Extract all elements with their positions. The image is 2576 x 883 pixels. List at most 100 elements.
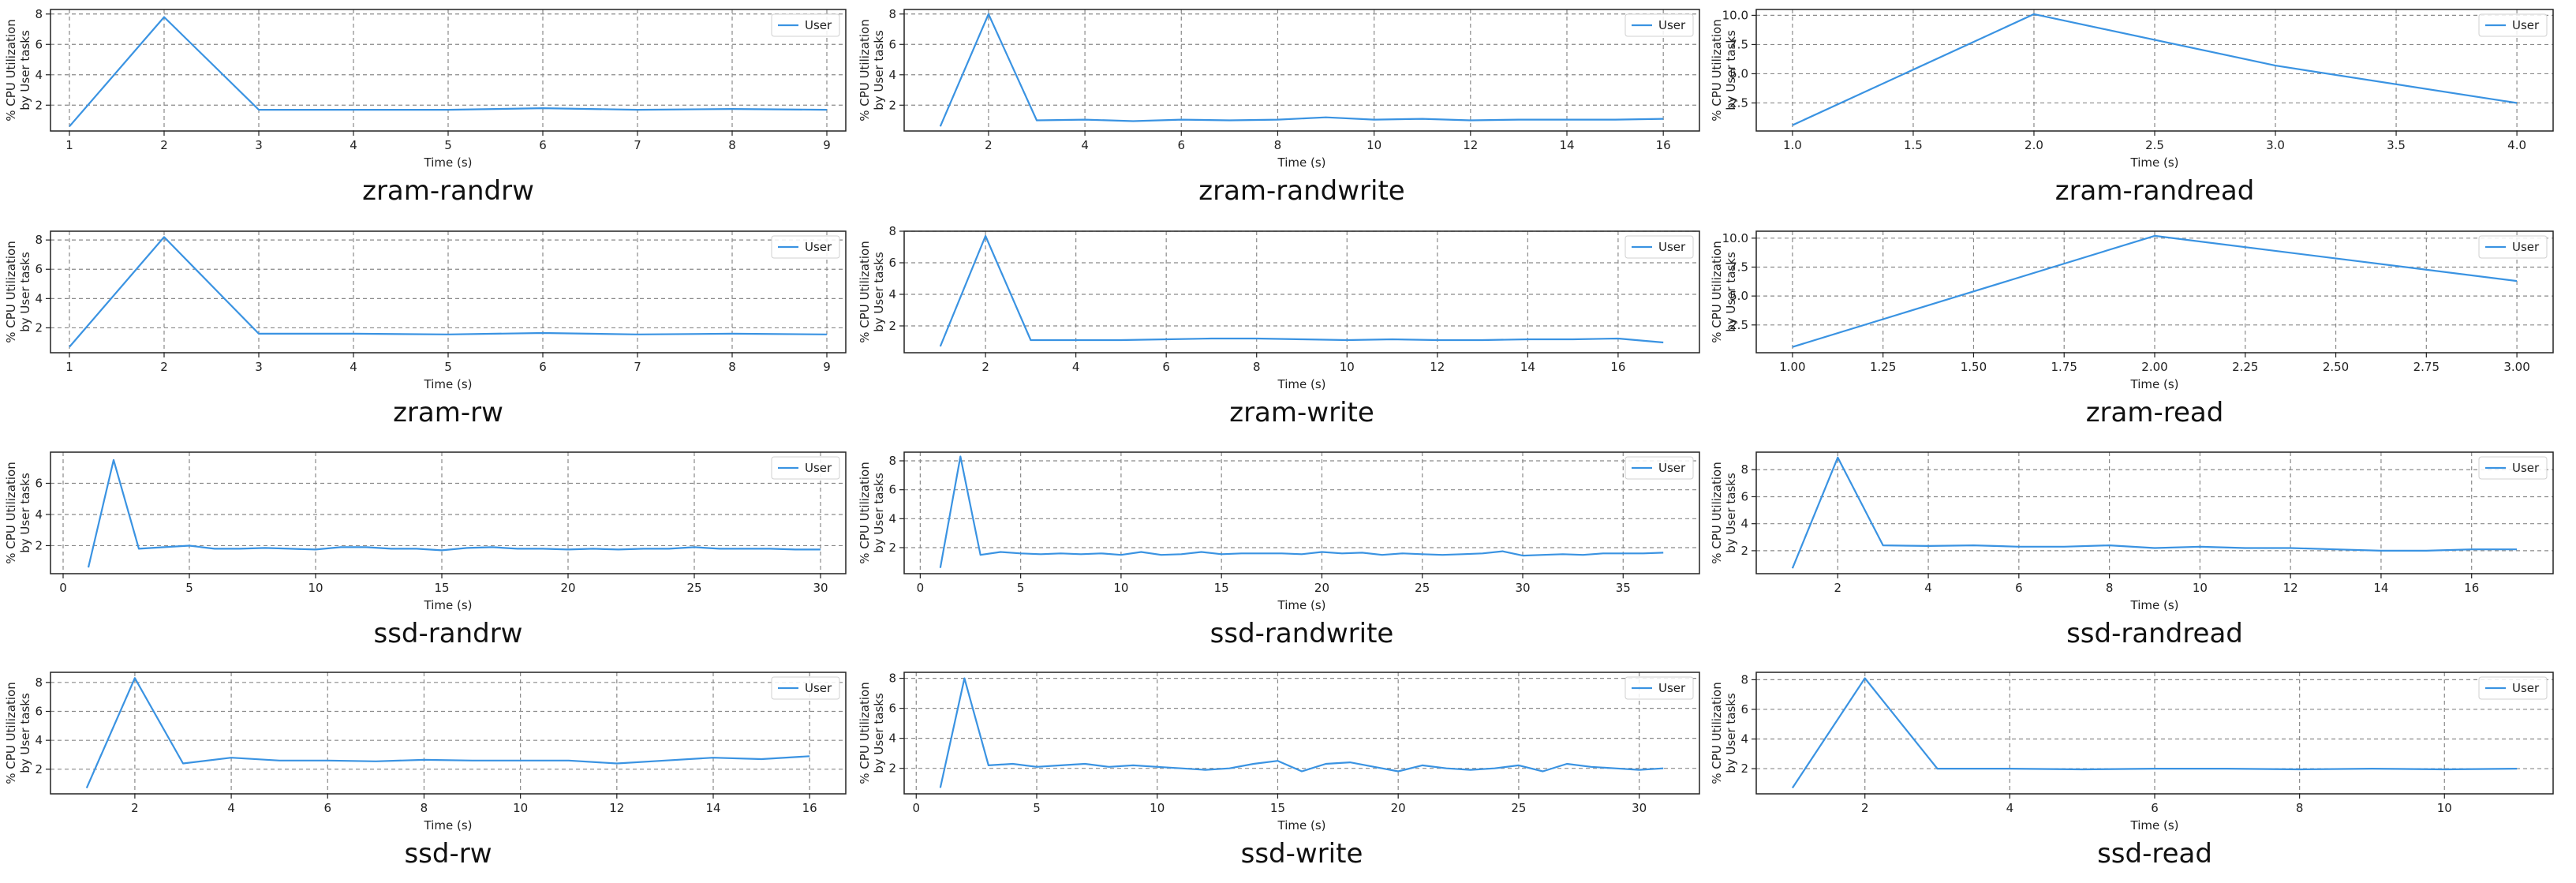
chart-zram-write: 2 4 6 8 10 12 14 16 2 4 6 8 Time (s) % CPU Utilizatio… (855, 224, 1707, 437)
chart-zram-rw: 1 2 3 4 5 6 7 8 9 2 4 6 8 Time (s) % CPU Utilizationby… (2, 228, 854, 437)
chart-ssd-randwrite: 0 5 10 15 20 25 30 35 2 4 6 8 Time (s) % CPU Utilizat… (855, 449, 1707, 658)
y-tick-label: 5.0 (1729, 66, 1748, 80)
x-axis-label: Time (s) (1277, 598, 1326, 612)
x-tick-label: 30 (1632, 801, 1647, 815)
x-tick-label: 14 (2373, 581, 2388, 595)
x-tick-label: 9 (823, 360, 831, 374)
y-tick-label: 6 (35, 705, 43, 719)
legend-box (771, 235, 840, 259)
legend-box (2478, 456, 2548, 480)
x-tick-label: 5 (185, 581, 193, 595)
legend-label: User (1658, 461, 1686, 475)
x-tick-label: 1.5 (1904, 138, 1923, 152)
series-line-user (939, 677, 1664, 788)
series-line-user (69, 16, 828, 127)
legend-box (771, 13, 840, 37)
subplot-caption: ssd-randrw (373, 618, 523, 649)
y-axis-label: % CPU Utilizationby User tasks (4, 462, 32, 563)
plot-svg: 0 5 10 15 20 25 30 2 4 6 Time (s) % CPU Utilization… (4, 451, 847, 612)
x-tick-label: 1 (65, 360, 73, 374)
x-tick-label: 35 (1616, 581, 1631, 595)
x-tick-label: 2.25 (2232, 360, 2258, 374)
series-line-user (1791, 456, 2518, 569)
legend-box (1624, 456, 1694, 480)
series-line-user (1792, 234, 2518, 348)
y-tick-label: 8 (888, 7, 896, 21)
x-axis-label: Time (s) (2130, 155, 2179, 170)
legend-box (1624, 13, 1694, 37)
x-axis-label: Time (s) (2130, 598, 2179, 612)
y-tick-label: 2 (1740, 761, 1748, 776)
y-tick-label: 6 (1740, 489, 1748, 503)
x-axis-label: Time (s) (1277, 818, 1326, 832)
series-line-user (69, 236, 828, 348)
legend-label: User (2512, 18, 2540, 32)
x-axis-label: Time (s) (2130, 377, 2179, 391)
y-tick-label: 8 (888, 454, 896, 468)
x-tick-label: 2 (160, 138, 168, 152)
x-axis-label: Time (s) (424, 598, 473, 612)
legend: User (771, 676, 840, 700)
y-axis-label: % CPU Utilizationby User tasks (1710, 462, 1738, 563)
axes-frame (903, 9, 1700, 132)
x-tick-label: 1.25 (1870, 360, 1896, 374)
series-line-user (939, 455, 1664, 568)
y-tick-label: 2 (888, 98, 896, 112)
legend-box (2478, 13, 2548, 37)
y-axis-label: % CPU Utilizationby User tasks (858, 462, 886, 563)
y-axis-label: % CPU Utilizationby User tasks (1710, 241, 1738, 342)
y-tick-label: 4 (35, 507, 43, 522)
axes-frame (903, 230, 1700, 354)
x-tick-label: 6 (2151, 801, 2159, 815)
x-axis-label: Time (s) (424, 818, 473, 832)
chart-zram-read: 1.00 1.25 1.50 1.75 2.00 2.25 2.50 2.75 3.00 2.5 5… (1707, 228, 2559, 437)
x-tick-label: 2 (131, 801, 139, 815)
legend: User (1624, 676, 1694, 700)
legend-label: User (805, 681, 832, 695)
subplot-caption: ssd-randwrite (1209, 618, 1394, 649)
axes-frame (903, 451, 1700, 574)
x-tick-label: 4 (1924, 581, 1932, 595)
x-tick-label: 10 (1113, 581, 1128, 595)
series-line-user (87, 458, 821, 568)
x-axis-label: Time (s) (424, 377, 473, 391)
plot-svg: 1 2 3 4 5 6 7 8 9 2 4 6 8 Time (s) % CPU Utilizationby… (4, 7, 847, 170)
x-tick-label: 12 (1463, 138, 1478, 152)
legend: User (1624, 235, 1694, 259)
x-tick-label: 4 (350, 138, 357, 152)
legend-label: User (805, 461, 832, 475)
x-tick-label: 4.0 (2507, 138, 2526, 152)
x-tick-label: 1.0 (1783, 138, 1802, 152)
subplot-caption: zram-read (2085, 397, 2224, 428)
y-tick-label: 8 (35, 675, 43, 690)
x-tick-label: 8 (1274, 138, 1282, 152)
chart-ssd-randread: 2 4 6 8 10 12 14 16 2 4 6 8 Time (s) % CPU Utilizatio… (1707, 449, 2559, 658)
plot-svg: 2 4 6 8 10 12 14 16 2 4 6 8 Time (s) % CPU Utilizatio… (858, 7, 1700, 170)
plot-svg: 1.0 1.5 2.0 2.5 3.0 3.5 4.0 2.5 5.0 7.5 10.0 Time (… (1710, 8, 2554, 170)
y-tick-label: 8 (1740, 672, 1748, 687)
y-tick-label: 7.5 (1729, 37, 1748, 51)
x-tick-label: 8 (728, 360, 736, 374)
y-tick-label: 6 (35, 476, 43, 490)
y-tick-label: 4 (35, 291, 43, 305)
y-tick-label: 4 (1740, 517, 1748, 531)
legend-box (2478, 235, 2548, 259)
y-tick-label: 10.0 (1722, 231, 1748, 245)
x-tick-label: 5 (1017, 581, 1025, 595)
series-line-user (85, 677, 810, 789)
y-tick-label: 2 (35, 538, 43, 552)
y-tick-label: 4 (888, 511, 896, 526)
subplot-caption: ssd-randread (2066, 618, 2243, 649)
y-axis-label: % CPU Utilizationby User tasks (1710, 19, 1738, 121)
y-tick-label: 8 (35, 7, 43, 21)
y-tick-label: 2 (888, 541, 896, 555)
x-tick-label: 4 (350, 360, 357, 374)
x-tick-label: 12 (2283, 581, 2298, 595)
legend: User (2478, 13, 2548, 37)
y-tick-label: 2 (888, 761, 896, 776)
subplot-caption: ssd-write (1240, 838, 1363, 870)
x-tick-label: 5 (1033, 801, 1041, 815)
x-tick-label: 25 (686, 581, 701, 595)
x-tick-label: 7 (634, 138, 641, 152)
